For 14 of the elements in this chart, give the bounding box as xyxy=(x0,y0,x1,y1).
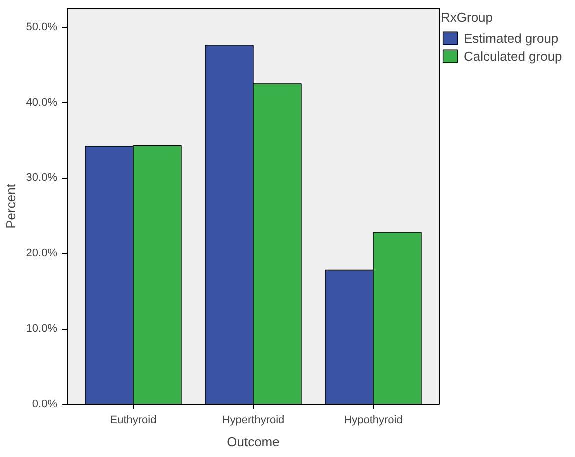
y-tick-label: 30.0% xyxy=(26,172,58,184)
x-tick-label: Euthyroid xyxy=(110,414,157,426)
x-tick-label: Hyperthyroid xyxy=(222,414,285,426)
legend-label: Estimated group xyxy=(464,30,559,46)
x-axis-title: Outcome xyxy=(227,434,280,450)
y-axis-title: Percent xyxy=(3,184,18,229)
y-tick-label: 0.0% xyxy=(32,398,58,410)
y-tick-label: 50.0% xyxy=(26,21,58,34)
x-tick-label: Hypothyroid xyxy=(344,414,403,426)
y-tick-label: 40.0% xyxy=(26,96,58,109)
legend-title: RxGroup xyxy=(441,10,494,25)
legend-label: Calculated group xyxy=(464,48,562,64)
y-tick-label: 20.0% xyxy=(26,248,58,260)
y-tick-label: 10.0% xyxy=(26,323,58,336)
